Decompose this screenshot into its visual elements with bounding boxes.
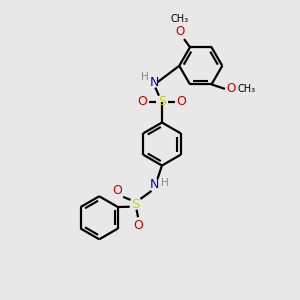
Text: O: O	[176, 95, 186, 108]
Text: O: O	[175, 25, 184, 38]
Text: S: S	[158, 95, 166, 108]
Text: CH₃: CH₃	[237, 84, 256, 94]
Text: S: S	[131, 198, 139, 211]
Text: O: O	[226, 82, 236, 95]
Text: CH₃: CH₃	[170, 14, 189, 24]
Text: H: H	[161, 178, 169, 188]
Text: N: N	[150, 178, 159, 191]
Text: O: O	[112, 184, 122, 197]
Text: O: O	[133, 219, 143, 232]
Text: H: H	[141, 72, 148, 82]
Text: N: N	[150, 76, 159, 89]
Text: O: O	[138, 95, 148, 108]
